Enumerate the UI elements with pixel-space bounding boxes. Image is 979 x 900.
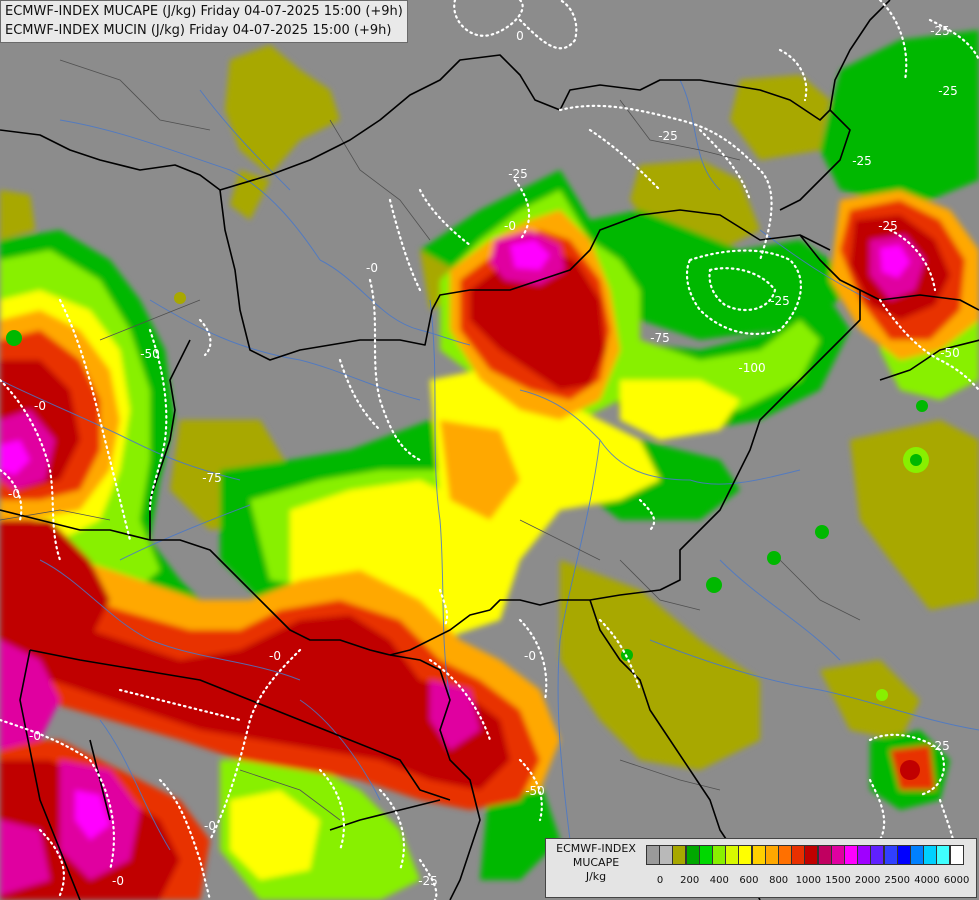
legend-title-line-1: ECMWF-INDEX xyxy=(556,842,636,855)
legend-swatch xyxy=(896,845,911,865)
contour-label: -25 xyxy=(852,154,872,168)
mucin-title: ECMWF-INDEX MUCIN (J/kg) Friday 04-07-20… xyxy=(5,23,392,38)
contour-label: -0 xyxy=(112,874,124,888)
color-legend: ECMWF-INDEX MUCAPE J/kg 0 200 400 600 800 100… xyxy=(545,838,977,898)
legend-tick-label: 1500 xyxy=(825,875,851,886)
legend-tick-label: 6000 xyxy=(943,875,970,886)
legend-swatch xyxy=(949,845,964,865)
contour-label: -50 xyxy=(140,347,160,361)
legend-swatch xyxy=(804,845,819,865)
cape-field xyxy=(0,30,979,900)
legend-swatch xyxy=(778,845,792,865)
legend-tick-label: 200 xyxy=(680,875,700,886)
legend-swatch xyxy=(883,845,898,865)
contour-label: -0 xyxy=(269,649,281,663)
legend-swatch xyxy=(923,845,938,865)
regional-borders xyxy=(0,59,861,821)
legend-swatch xyxy=(751,845,766,865)
contour-label: -25 xyxy=(878,219,898,233)
legend-tick-label: 2500 xyxy=(884,875,910,886)
legend-swatch xyxy=(830,845,845,865)
contour-label: -0 xyxy=(504,219,516,233)
contour-label: -0 xyxy=(366,261,378,275)
rivers xyxy=(0,79,979,851)
isolated-cells xyxy=(6,292,929,780)
contour-label: -50 xyxy=(940,346,960,360)
mucin-contour-labels: 0 -25 -25 -25 -25 -25 -25 -25 -75 -100 -50 -0 -0 -0 -0… xyxy=(8,24,960,888)
legend-swatch xyxy=(857,845,872,865)
contour-label: -25 xyxy=(508,167,528,181)
legend-tick-label: 4000 xyxy=(914,875,940,886)
contour-label: -0 xyxy=(524,649,536,663)
legend-swatch xyxy=(791,845,806,865)
contour-label: 0 xyxy=(516,29,524,43)
legend-swatch xyxy=(738,845,753,865)
contour-label: -25 xyxy=(930,739,950,753)
legend-swatch xyxy=(685,845,700,865)
mucape-title: ECMWF-INDEX MUCAPE (J/kg) Friday 04-07-2… xyxy=(5,4,403,19)
map-title-box: ECMWF-INDEX MUCAPE (J/kg) Friday 04-07-2… xyxy=(0,0,408,43)
legend-title: ECMWF-INDEX MUCAPE J/kg xyxy=(548,842,644,884)
contour-label: -25 xyxy=(418,874,438,888)
legend-tick-label: 2000 xyxy=(854,875,881,886)
legend-tick-label: 400 xyxy=(709,875,729,886)
contour-label: -25 xyxy=(930,24,950,38)
contour-label: -0 xyxy=(34,399,46,413)
legend-title-line-2: MUCAPE xyxy=(572,856,620,869)
legend-tick-label: 1000 xyxy=(795,875,822,886)
legend-swatch xyxy=(659,845,674,865)
legend-tick-label: 0 xyxy=(656,875,664,886)
legend-swatch xyxy=(936,845,951,865)
contour-label: -75 xyxy=(650,331,670,345)
legend-title-line-3: J/kg xyxy=(585,870,607,883)
legend-swatch xyxy=(646,845,660,865)
contour-label: -0 xyxy=(8,487,20,501)
legend-swatch xyxy=(712,845,726,865)
legend-tick-label: 600 xyxy=(739,875,759,886)
contour-label: -25 xyxy=(770,294,790,308)
legend-swatch xyxy=(672,845,687,865)
contour-label: -0 xyxy=(204,819,216,833)
contour-label: -75 xyxy=(202,471,222,485)
legend-swatch xyxy=(698,845,713,865)
legend-swatch xyxy=(910,845,924,865)
legend-swatch xyxy=(844,845,858,865)
legend-swatch xyxy=(870,845,885,865)
contour-label: -0 xyxy=(29,729,41,743)
legend-swatch xyxy=(764,845,779,865)
legend-swatch xyxy=(725,845,740,865)
cape-pink-areas xyxy=(0,240,910,840)
contour-label: -100 xyxy=(738,361,765,375)
contour-label: -25 xyxy=(658,129,678,143)
legend-swatch xyxy=(817,845,832,865)
legend-tick-label: 800 xyxy=(769,875,789,886)
contour-label: -50 xyxy=(525,784,545,798)
contour-label: -25 xyxy=(938,84,958,98)
